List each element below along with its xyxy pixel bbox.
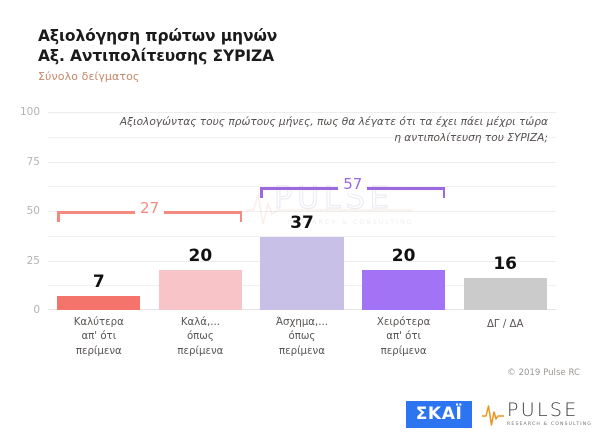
bar-slot: 16	[454, 112, 556, 310]
y-axis-tick-label: 0	[33, 304, 40, 316]
heartbeat-icon	[482, 405, 505, 426]
bar-value-label: 37	[290, 212, 314, 233]
bracket-label-wrap: 57	[260, 175, 445, 194]
bar[interactable]	[158, 270, 243, 310]
x-axis-category-labels: Καλύτερα απ' ότι περίμενα Καλά,... όπως περίμ…	[48, 316, 556, 368]
bar-slot: 20	[150, 112, 252, 310]
pulse-logo: PULSE RESEARCH & CONSULTING	[481, 398, 592, 428]
question-line-2: η αντιπολίτευση του ΣΥΡΙΖΑ;	[394, 132, 548, 145]
gridline-major	[48, 112, 556, 113]
category-label-line: περίμενα	[279, 345, 325, 357]
bar-slot: 37	[251, 112, 353, 310]
bracket-segment	[442, 187, 446, 199]
y-axis-tick-label: 50	[26, 205, 40, 217]
bar[interactable]	[361, 270, 446, 310]
bar[interactable]	[57, 296, 141, 310]
footer-logos: ΣΚΑΪ PULSE RESEARCH & CONSULTING	[406, 398, 592, 430]
bracket-value-label: 27	[135, 199, 165, 217]
question-line-1: Αξιολογώντας τους πρώτους μήνες, πως θα …	[119, 116, 548, 128]
category-label: Καλύτερα απ' ότι περίμενα	[48, 316, 150, 359]
gridline-minor	[48, 136, 556, 138]
category-label-line: όπως	[186, 331, 214, 343]
gridline-minor	[48, 186, 556, 188]
category-label-line: Χειρότερα	[376, 317, 431, 328]
category-label: Χειρότερα απ' ότι περίμενα	[353, 316, 455, 359]
category-label: Καλά,... όπως περίμενα	[150, 316, 252, 359]
bar[interactable]	[463, 278, 547, 310]
pulse-wordmark: PULSE	[507, 398, 579, 421]
bar-slot: 7	[48, 112, 150, 310]
category-label-line: περίμενα	[177, 345, 224, 357]
bracket-segment	[260, 187, 263, 199]
bar-value-label: 20	[188, 246, 213, 267]
bracket-value-label: 57	[338, 175, 368, 194]
bar[interactable]	[260, 236, 344, 310]
bar-slot: 20	[353, 112, 455, 310]
bar-value-label: 20	[391, 246, 416, 267]
gridline-major	[48, 161, 556, 163]
bracket-annotation: 27	[57, 199, 243, 222]
bracket-annotation: 57	[260, 175, 446, 199]
bar-value-label: 16	[493, 254, 518, 275]
question-annotation: Αξιολογώντας τους πρώτους μήνες, πως θα …	[82, 114, 548, 147]
plot-area: 0 25 50 75 100 PULSE RESEARCH & CONSULTING Α…	[20, 106, 556, 316]
y-axis-tick-label: 25	[26, 254, 40, 267]
category-label-line: όπως	[288, 331, 316, 343]
category-label-line: Καλύτερα	[73, 317, 124, 328]
bar-series: 7 20 37 20 16	[48, 112, 556, 310]
category-label-line: ΔΓ / ΔΑ	[486, 319, 524, 330]
gridline-major	[48, 211, 556, 212]
bracket-segment	[57, 211, 60, 222]
category-label: ΔΓ / ΔΑ	[454, 318, 556, 332]
category-label-line: περίμενα	[75, 345, 122, 357]
gridline-minor	[48, 235, 556, 237]
bar-value-label: 7	[92, 272, 105, 293]
copyright-text: © 2019 Pulse RC	[507, 368, 580, 378]
category-label-line: απ' ότι	[81, 331, 117, 343]
bracket-label-wrap: 27	[57, 199, 242, 217]
chart-header: Αξιολόγηση πρώτων μηνών Αξ. Αντιπολίτευσ…	[38, 26, 438, 83]
category-label-line: απ' ότι	[386, 331, 421, 343]
pulse-tagline: RESEARCH & CONSULTING	[507, 421, 592, 427]
bracket-segment	[239, 211, 243, 222]
page-title-line2: Αξ. Αντιπολίτευσης ΣΥΡΙΖΑ	[38, 47, 275, 66]
category-label-line: Καλά,...	[180, 317, 220, 328]
category-label: Άσχημα,... όπως περίμενα	[251, 316, 353, 359]
category-label-line: περίμενα	[380, 345, 427, 357]
category-label-line: Άσχημα,...	[275, 317, 328, 328]
y-axis-tick-label: 75	[26, 155, 40, 168]
skai-logo: ΣΚΑΪ	[406, 400, 473, 428]
page-title-line1: Αξιολόγηση πρώτων μηνών	[38, 27, 278, 45]
y-axis-tick-label: 100	[19, 106, 40, 118]
chart-subtitle: Σύνολο δείγματος	[38, 69, 140, 83]
